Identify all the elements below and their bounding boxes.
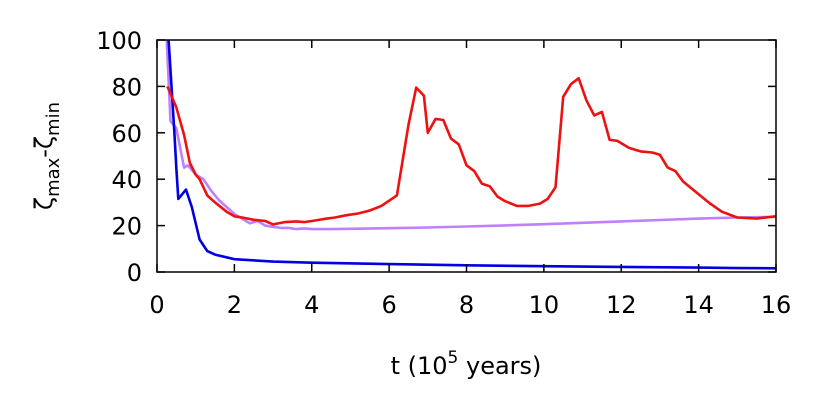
x-tick-label: 8 (459, 291, 474, 319)
x-tick-label: 4 (304, 291, 319, 319)
x-tick-label: 14 (683, 291, 714, 319)
y-tick-label: 20 (111, 213, 142, 241)
plot-frame (156, 39, 777, 273)
y-tick-label: 80 (111, 73, 142, 101)
series-line-2 (167, 40, 776, 270)
x-tick-label: 12 (606, 291, 637, 319)
x-tick-label: 16 (761, 291, 792, 319)
tick-layer: 0 2 4 6 8 10 12 14 16 0 20 40 60 80 100 (96, 27, 791, 319)
y-tick-label: 40 (111, 166, 142, 194)
x-tick-label: 2 (227, 291, 242, 319)
x-axis-title: t (105 years) (391, 348, 542, 380)
series-line-1 (165, 40, 776, 231)
x-tick-label: 6 (381, 291, 396, 319)
y-axis-title: ζmax-ζmin (30, 102, 64, 210)
series-line-3 (166, 77, 776, 226)
y-tick-label: 0 (127, 259, 142, 287)
x-tick-label: 0 (149, 291, 164, 319)
series-layer (165, 40, 776, 270)
y-tick-label: 60 (111, 120, 142, 148)
x-tick-label: 10 (529, 291, 560, 319)
y-tick-label: 100 (96, 27, 142, 55)
